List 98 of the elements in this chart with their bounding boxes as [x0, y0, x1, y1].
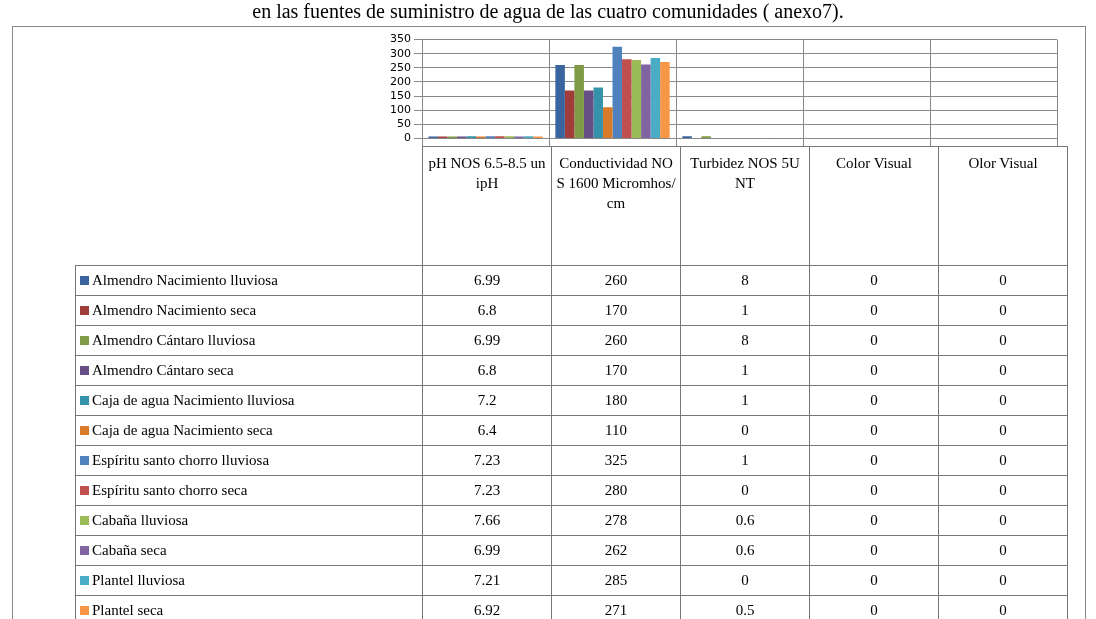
bar [650, 57, 661, 138]
data-label: 170 [551, 355, 681, 386]
data-label: 6.99 [422, 265, 552, 296]
data-label: 6.92 [422, 595, 552, 619]
data-label: 0 [809, 505, 939, 536]
data-label: 0 [938, 595, 1068, 619]
data-label: 8 [680, 265, 810, 296]
x-tick-label: Color Visual [809, 146, 939, 266]
data-label: 0 [809, 565, 939, 596]
y-tick-label: 150 [390, 88, 411, 102]
data-label: 6.99 [422, 535, 552, 566]
data-label: 0 [809, 445, 939, 476]
data-label: 0 [938, 535, 1068, 566]
data-label: 0.6 [680, 535, 810, 566]
data-label: 0 [809, 535, 939, 566]
y-tick-label: 100 [390, 103, 411, 117]
legend-label: Plantel lluviosa [75, 565, 423, 596]
y-tick-label: 0 [404, 131, 411, 145]
data-label: 0 [809, 325, 939, 356]
data-label: 0 [938, 475, 1068, 506]
data-label: 0 [680, 565, 810, 596]
legend-label: Caja de agua Nacimiento seca [75, 415, 423, 446]
data-label: 7.2 [422, 385, 552, 416]
legend-label: Almendro Cántaro seca [75, 355, 423, 386]
x-tick-label: Conductividad NOS 1600 Micromhos/cm [551, 146, 681, 266]
data-label: 0 [680, 415, 810, 446]
data-label: 0 [938, 415, 1068, 446]
data-label: 6.8 [422, 295, 552, 326]
data-label: 325 [551, 445, 681, 476]
data-label: 0 [680, 475, 810, 506]
bar [574, 65, 584, 138]
legend-label: Espíritu santo chorro lluviosa [75, 445, 423, 476]
y-tick-label: 350 [390, 32, 411, 46]
y-tick-label: 50 [397, 117, 411, 131]
data-label: 0 [938, 295, 1068, 326]
legend-label: Espíritu santo chorro seca [75, 475, 423, 506]
x-tick-label: Olor Visual [938, 146, 1068, 266]
data-label: 0 [938, 505, 1068, 536]
data-label: 0 [809, 475, 939, 506]
data-label: 7.66 [422, 505, 552, 536]
data-label: 0 [938, 355, 1068, 386]
legend-label: Caja de agua Nacimiento lluviosa [75, 385, 423, 416]
data-label: 271 [551, 595, 681, 619]
data-label: 7.21 [422, 565, 552, 596]
bar [631, 59, 642, 138]
data-label: 278 [551, 505, 681, 536]
data-label: 0 [809, 265, 939, 296]
bar [641, 64, 651, 138]
data-label: 110 [551, 415, 681, 446]
data-label: 0 [809, 385, 939, 416]
bar [660, 61, 670, 138]
bar [622, 59, 632, 138]
data-label: 7.23 [422, 445, 552, 476]
legend-label: Plantel seca [75, 595, 423, 619]
data-label: 1 [680, 355, 810, 386]
data-label: 260 [551, 325, 681, 356]
data-label: 0 [809, 595, 939, 619]
data-label: 260 [551, 265, 681, 296]
data-label: 1 [680, 385, 810, 416]
bar [583, 90, 594, 138]
legend-label: Almendro Cántaro lluviosa [75, 325, 423, 356]
bar [602, 107, 613, 138]
data-label: 0 [809, 355, 939, 386]
legend-label: Almendro Nacimiento lluviosa [75, 265, 423, 296]
legend-label: Cabaña lluviosa [75, 505, 423, 536]
bar [555, 65, 565, 138]
legend-label: Cabaña seca [75, 535, 423, 566]
x-tick-label: Turbidez NOS 5UNT [680, 146, 810, 266]
y-tick-label: 200 [390, 74, 411, 88]
data-label: 170 [551, 295, 681, 326]
data-label: 1 [680, 445, 810, 476]
data-label: 0 [938, 385, 1068, 416]
data-label: 6.4 [422, 415, 552, 446]
data-label: 0 [938, 325, 1068, 356]
bar [593, 87, 603, 138]
chart-title: en las fuentes de suministro de agua de las cuatro comunidades ( anexo7). [251, 0, 845, 22]
data-label: 7.23 [422, 475, 552, 506]
data-label: 0.6 [680, 505, 810, 536]
data-label: 262 [551, 535, 681, 566]
bar [564, 90, 575, 138]
data-label: 0 [809, 415, 939, 446]
bar [612, 46, 623, 138]
data-label: 280 [551, 475, 681, 506]
data-label: 6.99 [422, 325, 552, 356]
y-tick-label: 300 [390, 46, 411, 60]
data-label: 0.5 [680, 595, 810, 619]
data-label: 0 [938, 565, 1068, 596]
y-tick-label: 250 [390, 60, 411, 74]
data-label: 285 [551, 565, 681, 596]
legend-label: Almendro Nacimiento seca [75, 295, 423, 326]
x-tick-label: pH NOS 6.5-8.5 unipH [422, 146, 552, 266]
data-label: 6.8 [422, 355, 552, 386]
data-label: 0 [938, 445, 1068, 476]
data-label: 0 [938, 265, 1068, 296]
data-label: 8 [680, 325, 810, 356]
data-label: 180 [551, 385, 681, 416]
data-label: 0 [809, 295, 939, 326]
data-label: 1 [680, 295, 810, 326]
